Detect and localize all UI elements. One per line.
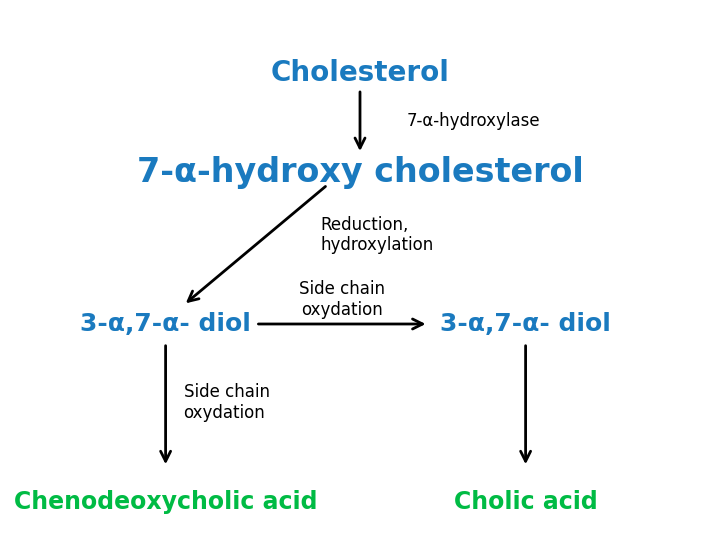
Text: 3-α,7-α- diol: 3-α,7-α- diol (440, 312, 611, 336)
Text: 3-α,7-α- diol: 3-α,7-α- diol (80, 312, 251, 336)
Text: Chenodeoxycholic acid: Chenodeoxycholic acid (14, 490, 318, 514)
Text: Side chain
oxydation: Side chain oxydation (184, 383, 269, 422)
Text: 7-α-hydroxy cholesterol: 7-α-hydroxy cholesterol (137, 156, 583, 190)
Text: Reduction,
hydroxylation: Reduction, hydroxylation (320, 215, 433, 254)
Text: Side chain
oxydation: Side chain oxydation (299, 280, 385, 319)
Text: Cholic acid: Cholic acid (454, 490, 598, 514)
Text: 7-α-hydroxylase: 7-α-hydroxylase (407, 112, 541, 131)
Text: Cholesterol: Cholesterol (271, 59, 449, 87)
